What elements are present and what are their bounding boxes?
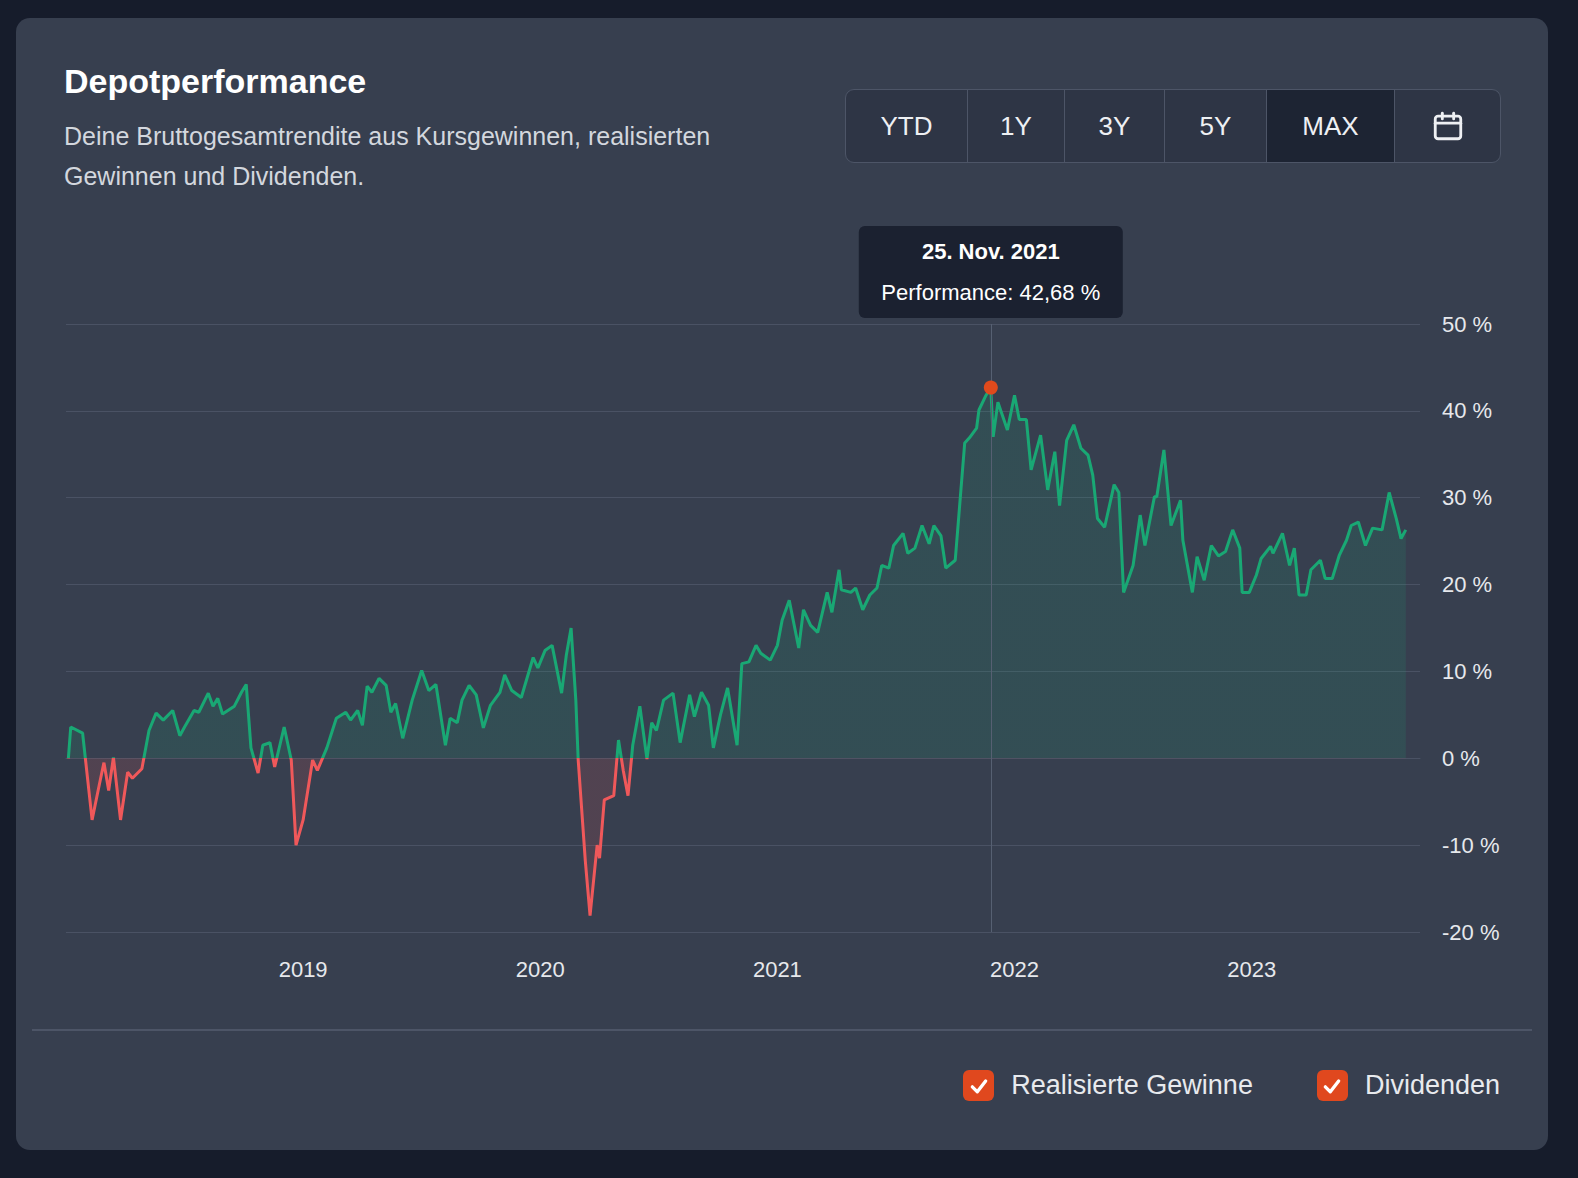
html-text:Dividenden: Dividenden [1364, 1070, 1500, 1100]
svg-text:50 %: 50 % [1442, 312, 1492, 337]
html-text:Deine Bruttogesamtrendite aus: Deine Bruttogesamtrendite aus Kursgewinn… [64, 122, 711, 190]
html-text:YTD: YTD [880, 110, 933, 141]
svg-text:2023: 2023 [1227, 957, 1276, 982]
svg-text:30 %: 30 % [1442, 485, 1492, 510]
svg-text:-20 %: -20 % [1442, 920, 1499, 945]
html-text:5Y: 5Y [1199, 110, 1232, 141]
svg-text:20 %: 20 % [1442, 572, 1492, 597]
svg-text:2019: 2019 [279, 957, 328, 982]
svg-text:10 %: 10 % [1442, 659, 1492, 684]
svg-text:25. Nov. 2021: 25. Nov. 2021 [922, 239, 1060, 264]
svg-text:2020: 2020 [516, 957, 565, 982]
html-text:Depotperformance: Depotperformance [64, 62, 367, 100]
svg-text:2022: 2022 [990, 957, 1039, 982]
html-text:1Y: 1Y [1000, 110, 1032, 141]
svg-text:40 %: 40 % [1442, 398, 1492, 423]
html-text:MAX: MAX [1302, 110, 1359, 141]
svg-text:Performance: 42,68 %: Performance: 42,68 % [881, 280, 1100, 305]
html-text:3Y: 3Y [1098, 110, 1131, 141]
svg-text:-10 %: -10 % [1442, 833, 1499, 858]
html-text:Realisierte Gewinne: Realisierte Gewinne [1011, 1070, 1253, 1100]
svg-text:0 %: 0 % [1442, 746, 1480, 771]
svg-text:2021: 2021 [753, 957, 802, 982]
